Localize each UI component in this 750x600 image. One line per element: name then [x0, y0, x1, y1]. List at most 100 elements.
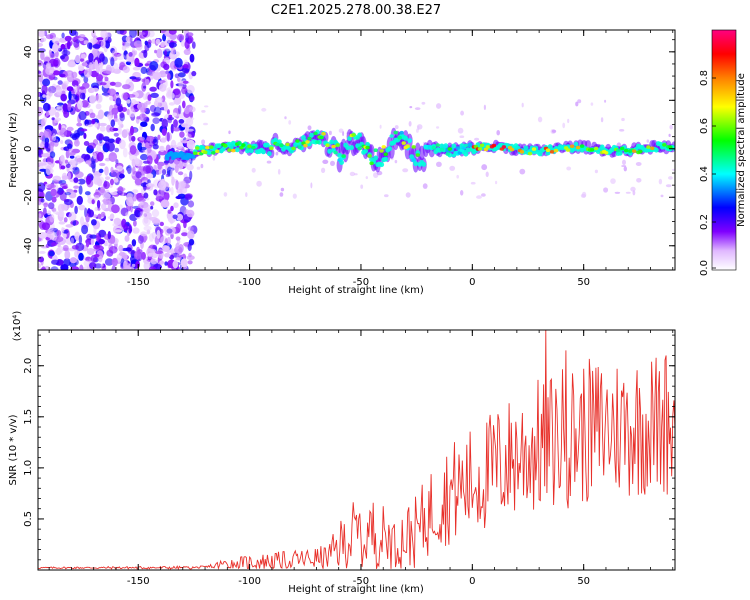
faint-blob [496, 130, 501, 136]
noise-blob [137, 197, 146, 203]
ridge-blob [357, 132, 362, 138]
noise-blob [141, 251, 146, 260]
noise-blob [110, 119, 116, 127]
noise-blob [168, 114, 173, 119]
noise-blob [38, 106, 43, 116]
noise-blob [92, 44, 101, 49]
ridge-blob [193, 151, 198, 156]
noise-blob [119, 139, 126, 150]
noise-blob [111, 107, 119, 115]
ridge-blob [355, 136, 360, 140]
noise-blob [133, 251, 142, 260]
ridge-blob [393, 130, 398, 135]
noise-blob [96, 144, 101, 153]
ridge-blob [183, 156, 188, 160]
x-tick-label: -50 [353, 576, 369, 587]
spectrogram-y-label: Frequency (Hz) [8, 112, 19, 188]
noise-blob [181, 123, 189, 128]
noise-blob [125, 36, 130, 42]
noise-blob [61, 83, 67, 90]
faint-blob [632, 190, 636, 196]
noise-blob [186, 32, 194, 37]
noise-blob [121, 45, 127, 51]
noise-blob [182, 100, 186, 109]
snr-scale-label: (x10⁴) [12, 311, 23, 342]
faint-blob [481, 164, 488, 171]
faint-blob [292, 193, 297, 199]
ridge-blob [383, 156, 389, 162]
noise-blob [93, 226, 97, 235]
noise-blob [81, 153, 87, 160]
noise-blob [88, 52, 94, 63]
y-tick-label: -20 [23, 189, 34, 205]
noise-blob [43, 128, 52, 138]
faint-blob [409, 106, 413, 109]
noise-blob [132, 165, 136, 175]
noise-blob [142, 165, 152, 175]
noise-blob [99, 53, 105, 62]
faint-blob [457, 127, 464, 134]
noise-blob [67, 61, 76, 68]
snr-data [38, 330, 675, 570]
noise-blob [40, 198, 45, 203]
faint-blob [196, 166, 201, 170]
faint-blob [635, 162, 642, 166]
noise-blob [145, 100, 151, 105]
noise-blob [100, 263, 104, 267]
noise-blob [173, 119, 178, 128]
faint-blob [204, 105, 209, 108]
noise-blob [191, 41, 196, 49]
noise-blob [152, 144, 159, 150]
noise-blob [50, 266, 59, 270]
noise-blob [155, 38, 161, 45]
noise-blob [140, 231, 148, 237]
noise-blob [56, 247, 61, 256]
faint-blob [577, 99, 582, 104]
noise-blob [143, 49, 148, 58]
noise-blob [76, 195, 84, 205]
x-tick-label: -50 [353, 277, 369, 288]
noise-blob [48, 250, 55, 257]
noise-blob [125, 247, 132, 252]
ridge-blob [285, 142, 290, 147]
noise-blob [133, 128, 138, 133]
faint-blob [604, 99, 607, 103]
ridge-blob [237, 141, 242, 145]
faint-blob [414, 107, 421, 110]
noise-blob [155, 250, 164, 255]
ridge-blob [315, 140, 320, 144]
spectrogram-frame [37, 29, 676, 271]
faint-blob [280, 187, 285, 192]
noise-blob [161, 128, 167, 136]
ridge-blob [423, 144, 428, 149]
noise-blob [109, 81, 116, 86]
noise-blob [182, 64, 189, 69]
faint-blob [660, 194, 664, 198]
noise-blob [58, 123, 62, 131]
noise-blob [103, 70, 112, 74]
noise-blob [122, 262, 131, 270]
ridge-blob [297, 145, 302, 149]
faint-blob [422, 183, 428, 189]
noise-blob [77, 178, 86, 185]
noise-blob [140, 66, 147, 74]
faint-blob [288, 120, 292, 125]
noise-blob [62, 80, 70, 85]
noise-blob [53, 210, 60, 215]
noise-blob [113, 132, 119, 137]
noise-blob [131, 158, 136, 167]
noise-blob [159, 260, 165, 265]
noise-blob [64, 250, 71, 260]
noise-blob [148, 266, 157, 270]
noise-blob [137, 31, 146, 36]
spectrogram-y-ticks: -40 -20 0 20 40 [23, 39, 675, 271]
ridge-blob [357, 146, 362, 151]
noise-blob [160, 137, 167, 143]
noise-blob [160, 42, 165, 48]
noise-blob [96, 37, 104, 41]
ridge-blob [234, 147, 240, 153]
x-tick-label: 50 [577, 576, 590, 587]
noise-blob [187, 243, 192, 252]
noise-blob [99, 82, 107, 86]
noise-blob [157, 134, 161, 140]
